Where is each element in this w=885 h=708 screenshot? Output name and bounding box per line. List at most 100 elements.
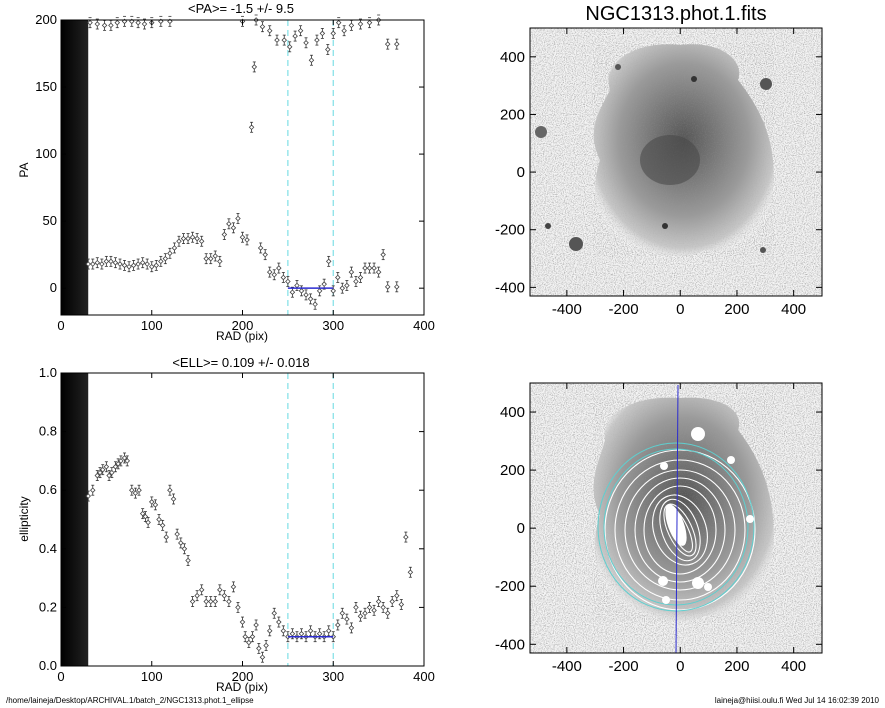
ell-data-point: [198, 584, 205, 596]
pa-data-point: [281, 34, 288, 46]
pa-data-point: [330, 28, 337, 39]
pa-data-point: [312, 298, 318, 310]
pa-plot-title: <PA>= -1.5 +/- 9.5: [188, 1, 294, 16]
pa-data-point: [357, 18, 364, 30]
imgTop-x-tick-label: -400: [552, 301, 582, 318]
ell-x-tick-label: 300: [322, 669, 344, 684]
pa-data-point: [366, 262, 373, 274]
image-bottom-x-ticks: -400 -200 0 200 400: [552, 383, 806, 675]
pa-data-point: [366, 17, 373, 29]
pa-x-label: RAD (pix): [216, 329, 268, 343]
ell-data-point: [289, 628, 296, 640]
pa-data-point: [121, 259, 128, 271]
pa-data-point: [194, 233, 200, 244]
pa-x-ticks: 0 100 200 300 400: [57, 20, 435, 333]
ell-data-point: [217, 584, 223, 596]
pa-x-tick-label: 400: [413, 318, 435, 333]
ell-data-point: [203, 596, 209, 607]
pa-x-tick-label: 300: [322, 318, 344, 333]
pa-data-point: [266, 25, 273, 37]
pa-data-point: [330, 285, 337, 297]
ell-data-point: [235, 602, 241, 613]
pa-data-point: [153, 259, 160, 271]
pa-fit-range-guides: [287, 20, 334, 315]
imgBot-y-tick-label: 0: [517, 520, 525, 537]
footer-path: /home/laineja/Desktop/ARCHIVAL.1/batch_2…: [6, 696, 254, 705]
pa-data-point: [114, 17, 121, 29]
pa-data-point: [248, 121, 255, 133]
ell-data-point: [339, 607, 346, 619]
pa-data-point: [289, 286, 296, 298]
ell-y-tick-label: 0.6: [39, 482, 57, 497]
pa-plot: <PA>= -1.5 +/- 9.5 0 100 200 300 400 0 50 100 1…: [17, 1, 435, 343]
ell-data-point: [263, 640, 269, 651]
galaxy-image-panel: NGC1313.phot.1.fits -400 -200 0 200 400 400 2…: [495, 3, 823, 318]
ell-data-point: [249, 631, 256, 643]
ell-fit-range-guides: [287, 373, 334, 666]
pa-data-point: [103, 255, 110, 267]
ell-y-tick-label: 0.8: [39, 424, 57, 439]
pa-data-point: [117, 258, 123, 270]
pa-data-point: [87, 17, 93, 29]
imgBot-x-tick-label: -200: [609, 658, 639, 675]
ell-data-point: [259, 651, 266, 663]
ell-data-point: [89, 484, 96, 496]
pa-inner-band: [61, 20, 89, 315]
pa-data-point: [189, 231, 196, 243]
pa-data-point: [285, 276, 291, 287]
pa-data-point: [221, 229, 228, 240]
pa-data-point: [158, 15, 164, 27]
ell-data-point: [276, 616, 282, 628]
pa-data-point: [244, 234, 250, 246]
pa-data-point: [94, 257, 101, 269]
pa-data-point: [316, 285, 323, 297]
ell-data-point: [194, 590, 200, 602]
pa-data-point: [176, 235, 182, 247]
ell-data-point: [380, 602, 386, 613]
ell-y-tick-label: 0.2: [39, 599, 57, 614]
imgTop-y-tick-label: 400: [500, 49, 525, 66]
pa-data-point: [292, 30, 298, 42]
pa-data-point: [158, 255, 164, 267]
ell-data-point: [207, 596, 214, 607]
pa-data-point: [162, 253, 169, 265]
pa-data-point: [144, 258, 150, 270]
pa-y-tick-label: 200: [35, 12, 57, 27]
imgTop-x-tick-label: 400: [781, 301, 806, 318]
pa-data-point: [203, 253, 209, 265]
ell-data-point: [256, 643, 262, 654]
pa-data-point: [99, 258, 105, 270]
pa-data-point: [344, 280, 350, 291]
ell-data-point: [353, 602, 359, 613]
ell-data-point: [145, 517, 151, 528]
ell-x-label: RAD (pix): [216, 680, 268, 694]
pa-data-point: [101, 19, 108, 31]
pa-data-point: [276, 262, 282, 274]
ell-plot: <ELL>= 0.109 +/- 0.018 0 100 200 300 400 0.0…: [17, 355, 435, 694]
pa-x-tick-label: 200: [232, 318, 254, 333]
pa-data-point: [380, 249, 386, 261]
pa-data-point: [325, 44, 331, 55]
ell-data-point: [344, 613, 350, 625]
pa-data-point: [135, 258, 141, 270]
pa-data-point: [357, 272, 364, 283]
pa-data-point: [207, 253, 214, 265]
ell-y-label: ellipticity: [17, 496, 31, 541]
imgBot-x-tick-label: 200: [724, 658, 749, 675]
pa-data-point: [394, 38, 400, 50]
pa-data-point: [384, 281, 391, 293]
ell-data-point: [103, 461, 110, 473]
pa-data-point: [89, 258, 96, 270]
imgTop-y-tick-label: -200: [495, 222, 525, 239]
pa-data-point: [371, 262, 377, 274]
imgBot-y-tick-label: -400: [495, 636, 525, 653]
ell-data-point: [357, 610, 364, 622]
pa-data-point: [353, 276, 359, 287]
ell-x-tick-label: 0: [57, 669, 64, 684]
pa-data-point: [112, 257, 119, 269]
ell-data-point: [384, 607, 391, 619]
pa-y-tick-label: 0: [50, 280, 57, 295]
ell-data-point: [189, 596, 196, 607]
imgBot-x-tick-label: 0: [676, 658, 684, 675]
